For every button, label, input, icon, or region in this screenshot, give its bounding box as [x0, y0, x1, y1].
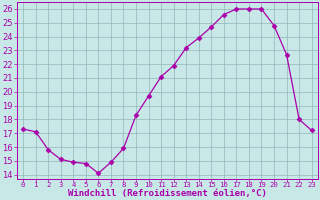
X-axis label: Windchill (Refroidissement éolien,°C): Windchill (Refroidissement éolien,°C): [68, 189, 267, 198]
